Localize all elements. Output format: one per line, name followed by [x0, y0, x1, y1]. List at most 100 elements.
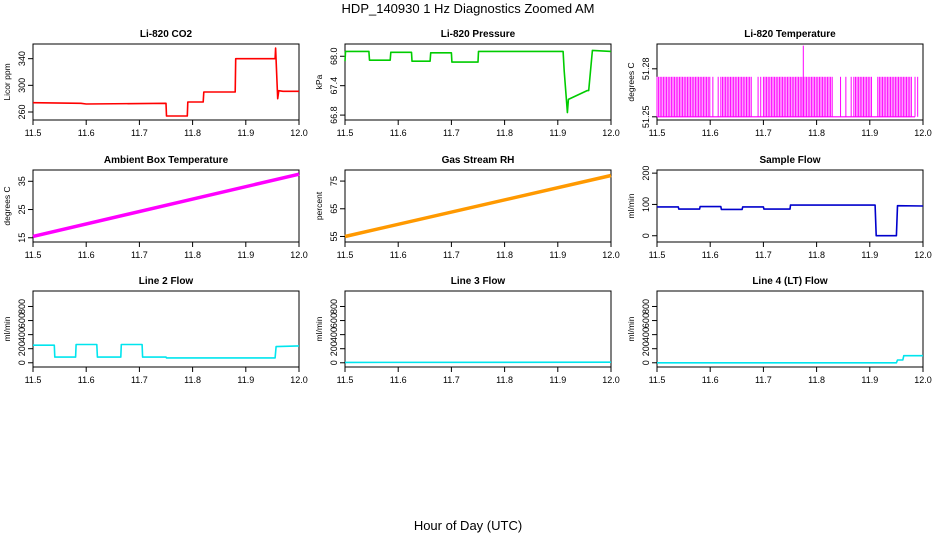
x-tick-label: 11.6 [390, 375, 407, 385]
x-tick-label: 11.9 [861, 128, 878, 138]
series-line [32, 47, 299, 117]
x-tick-label: 11.7 [131, 250, 148, 260]
panel-6: Sample Flow ml/min 11.5 11.6 11.7 11.8 11.9 12.… [626, 155, 932, 260]
y-tick-label: 66.8 [329, 106, 339, 124]
panel-9: Line 4 (LT) Flow ml/min 11.5 11.6 11.7 11.8 11… [626, 276, 932, 385]
x-tick-label: 11.9 [861, 250, 878, 260]
x-tick-label: 11.8 [496, 375, 513, 385]
series-line [344, 173, 612, 239]
x-tick-label: 11.7 [755, 128, 772, 138]
x-tick-label: 11.7 [131, 375, 148, 385]
y-axis-label: percent [314, 191, 324, 220]
y-tick-label: 35 [17, 176, 27, 186]
y-tick-label: 65 [329, 204, 339, 214]
series-line [657, 354, 923, 364]
y-tick-label: 200 [329, 341, 339, 356]
x-tick-label: 11.7 [131, 128, 148, 138]
y-tick-label: 300 [17, 78, 27, 93]
y-axis-label: kPa [314, 74, 324, 89]
y-tick-label: 600 [641, 313, 651, 328]
y-axis-label: Licor ppm [2, 63, 12, 100]
y-tick-label: 100 [641, 197, 651, 212]
x-tick-label: 11.9 [237, 375, 254, 385]
x-tick-label: 11.5 [649, 375, 666, 385]
x-tick-label: 11.9 [861, 375, 878, 385]
x-tick-label: 11.8 [496, 250, 513, 260]
panel-title: Line 3 Flow [451, 276, 506, 287]
y-axis-label: ml/min [626, 316, 636, 341]
y-axis-label: ml/min [626, 193, 636, 218]
series-line [657, 204, 924, 237]
y-axis-label: ml/min [2, 316, 12, 341]
x-tick-label: 11.9 [549, 250, 566, 260]
series-line [344, 49, 612, 114]
x-tick-label: 11.8 [184, 128, 201, 138]
y-tick-label: 600 [329, 313, 339, 328]
x-tick-label: 12.0 [602, 250, 620, 260]
x-axis-label: Hour of Day (UTC) [413, 518, 523, 533]
plot-frame [344, 169, 612, 243]
x-tick-label: 11.6 [390, 128, 407, 138]
y-tick-label: 68.0 [329, 47, 339, 65]
y-tick-label: 67.4 [329, 77, 339, 95]
y-tick-label: 400 [329, 327, 339, 342]
y-tick-label: 0 [329, 360, 339, 365]
x-tick-label: 11.9 [549, 128, 566, 138]
x-tick-label: 11.8 [808, 375, 825, 385]
x-tick-label: 11.6 [78, 375, 95, 385]
plot-frame [32, 290, 300, 368]
plot-frame [32, 169, 300, 243]
x-tick-label: 11.7 [443, 250, 460, 260]
panel-title: Line 2 Flow [139, 276, 194, 287]
y-tick-label: 260 [17, 104, 27, 119]
plot-frame [32, 43, 300, 121]
x-tick-label: 11.6 [702, 128, 719, 138]
y-tick-label: 75 [329, 176, 339, 186]
y-tick-label: 800 [17, 299, 27, 314]
y-tick-label: 400 [17, 327, 27, 342]
y-tick-label: 800 [329, 299, 339, 314]
x-tick-label: 11.5 [649, 128, 666, 138]
y-tick-label: 0 [641, 360, 651, 365]
y-tick-label: 15 [17, 233, 27, 243]
panel-title: Line 4 (LT) Flow [752, 276, 828, 287]
y-tick-label: 200 [641, 341, 651, 356]
panel-title: Sample Flow [759, 155, 820, 166]
series-line [33, 343, 300, 359]
series-line [32, 172, 300, 239]
y-tick-label: 200 [17, 341, 27, 356]
x-tick-label: 11.5 [337, 375, 354, 385]
y-tick-label: 340 [17, 51, 27, 66]
panel-title: Li-820 Pressure [441, 29, 516, 40]
y-tick-label: 800 [641, 299, 651, 314]
y-tick-label: 200 [641, 166, 651, 181]
y-tick-label: 51.25 [641, 106, 651, 129]
page-title: HDP_140930 1 Hz Diagnostics Zoomed AM [341, 1, 595, 16]
x-tick-label: 11.5 [649, 250, 666, 260]
x-tick-label: 11.6 [702, 375, 719, 385]
x-tick-label: 11.8 [184, 375, 201, 385]
plot-frame [344, 290, 612, 368]
x-tick-label: 11.9 [549, 375, 566, 385]
x-tick-label: 12.0 [602, 128, 620, 138]
x-tick-label: 11.5 [25, 250, 42, 260]
x-tick-label: 12.0 [290, 128, 308, 138]
panel-title: Li-820 CO2 [140, 29, 193, 40]
x-tick-label: 11.6 [78, 128, 95, 138]
x-tick-label: 11.8 [496, 128, 513, 138]
y-axis-label: degrees C [626, 62, 636, 101]
y-tick-label: 0 [17, 360, 27, 365]
panel-4: Ambient Box Temperature degrees C 11.5 11.6… [2, 155, 308, 260]
x-tick-label: 12.0 [290, 250, 308, 260]
x-tick-label: 11.6 [702, 250, 719, 260]
x-tick-label: 11.8 [808, 128, 825, 138]
x-tick-label: 11.8 [184, 250, 201, 260]
x-tick-label: 11.7 [443, 128, 460, 138]
x-tick-label: 11.7 [755, 375, 772, 385]
panel-title: Gas Stream RH [442, 155, 515, 166]
x-tick-label: 11.5 [337, 250, 354, 260]
x-tick-label: 12.0 [914, 250, 932, 260]
x-tick-label: 12.0 [914, 128, 932, 138]
x-tick-label: 11.7 [755, 250, 772, 260]
